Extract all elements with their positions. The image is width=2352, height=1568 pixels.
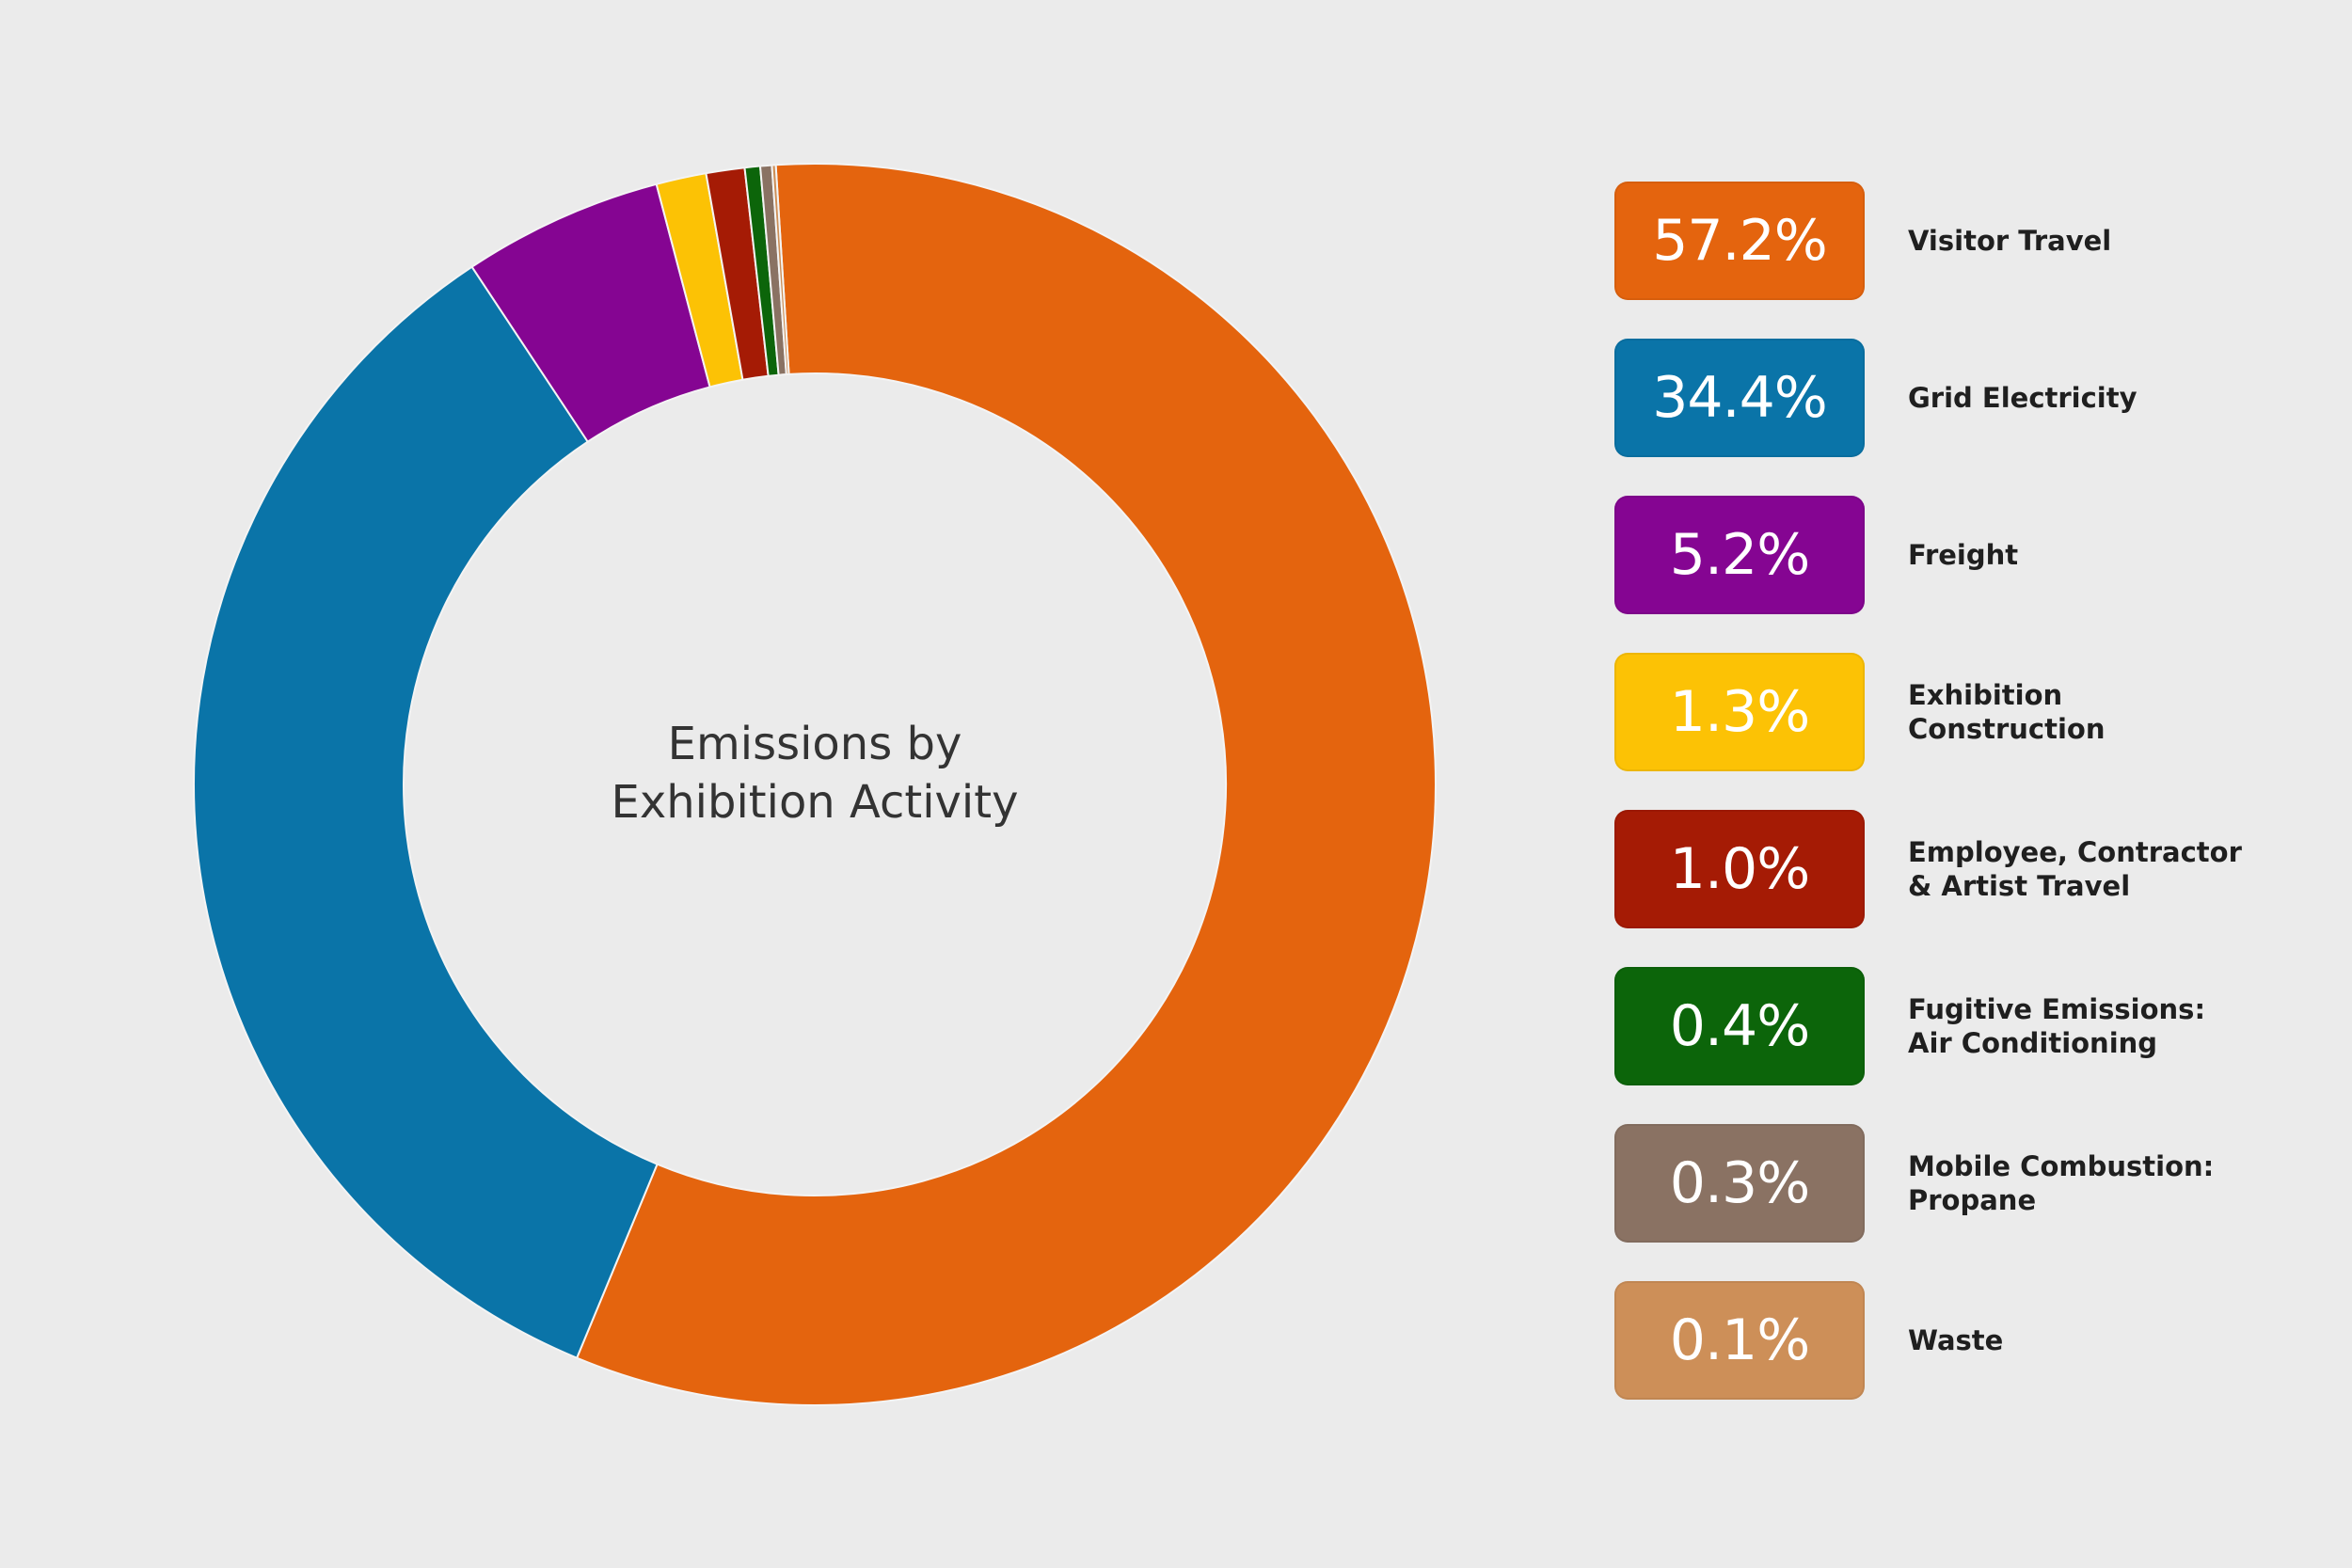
donut-chart: [193, 163, 1437, 1406]
legend-label: Freight: [1908, 496, 2284, 614]
legend-item-mobile-combustion-propane: 0.3% Mobile Combustion: Propane: [1614, 1124, 2273, 1244]
legend-value-badge: 5.2%: [1614, 496, 1865, 614]
legend-label: Waste: [1908, 1281, 2284, 1400]
legend-value-badge: 34.4%: [1614, 339, 1865, 457]
legend-label: Visitor Travel: [1908, 182, 2284, 300]
legend-value-badge: 0.1%: [1614, 1281, 1865, 1400]
legend-label-line-2: Construction: [1908, 713, 2106, 745]
legend-label: Mobile Combustion: Propane: [1908, 1124, 2284, 1243]
legend-item-fugitive-emissions-air-conditioning: 0.4% Fugitive Emissions: Air Conditioning: [1614, 967, 2273, 1087]
donut-slice-grid-electricity: [193, 265, 659, 1359]
legend-label-line-1: Waste: [1908, 1324, 2004, 1356]
legend-value-badge: 1.3%: [1614, 653, 1865, 771]
legend-label-line-1: Fugitive Emissions:: [1908, 993, 2206, 1025]
legend-label: Employee, Contractor & Artist Travel: [1908, 810, 2284, 928]
legend-value-badge: 57.2%: [1614, 182, 1865, 300]
legend-label-line-1: Exhibition: [1908, 679, 2063, 711]
legend-label-line-2: & Artist Travel: [1908, 870, 2131, 902]
legend-value-badge: 0.4%: [1614, 967, 1865, 1085]
legend-label-line-2: Propane: [1908, 1184, 2037, 1216]
legend-item-freight: 5.2% Freight: [1614, 496, 2273, 616]
legend-label-line-1: Grid Electricity: [1908, 382, 2137, 414]
legend-label-line-2: Air Conditioning: [1908, 1027, 2158, 1059]
legend-item-waste: 0.1% Waste: [1614, 1281, 2273, 1402]
legend-value-badge: 1.0%: [1614, 810, 1865, 928]
legend-label: Grid Electricity: [1908, 339, 2284, 457]
donut-slice-waste: [771, 164, 790, 376]
chart-title: Emissions by Exhibition Activity: [532, 715, 1097, 832]
chart-title-line-1: Emissions by: [667, 718, 962, 770]
legend-label: Fugitive Emissions: Air Conditioning: [1908, 967, 2284, 1085]
legend-label-line-1: Visitor Travel: [1908, 225, 2112, 257]
chart-title-line-2: Exhibition Activity: [611, 776, 1019, 829]
legend-label: Exhibition Construction: [1908, 653, 2284, 771]
legend-label-line-1: Mobile Combustion:: [1908, 1150, 2215, 1182]
legend-item-exhibition-construction: 1.3% Exhibition Construction: [1614, 653, 2273, 773]
legend-item-employee-contractor-artist-travel: 1.0% Employee, Contractor & Artist Travel: [1614, 810, 2273, 930]
legend-item-grid-electricity: 34.4% Grid Electricity: [1614, 339, 2273, 459]
legend-value-badge: 0.3%: [1614, 1124, 1865, 1243]
legend-label-line-1: Freight: [1908, 539, 2019, 571]
donut-slice-visitor-travel: [575, 163, 1437, 1406]
legend-label-line-1: Employee, Contractor: [1908, 836, 2242, 868]
legend-item-visitor-travel: 57.2% Visitor Travel: [1614, 182, 2273, 302]
